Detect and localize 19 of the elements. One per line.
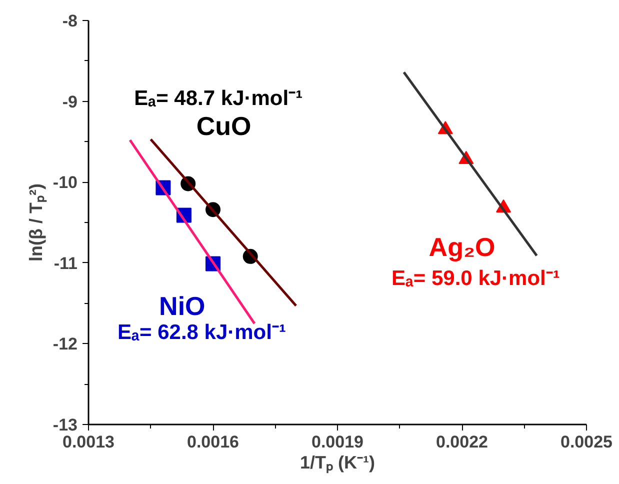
x-tick-label: 0.0016: [187, 432, 239, 452]
y-tick-label: -9: [62, 92, 78, 112]
y-tick-label: -13: [52, 416, 78, 434]
y-tick-label: -10: [52, 173, 78, 192]
y-axis-title: ln(β / Tₚ²): [26, 184, 47, 262]
annotation: Eₐ= 48.7 kJ·mol⁻¹: [134, 86, 303, 110]
x-tick-label: 0.0022: [436, 432, 488, 452]
series-label: NiO: [159, 291, 206, 322]
y-tick-label: -11: [54, 254, 78, 273]
y-tick-label: -8: [62, 12, 78, 30]
x-tick-label: 0.0019: [312, 432, 364, 452]
series-label: Ag₂O: [428, 232, 496, 262]
series-label: CuO: [196, 110, 252, 141]
y-tick-label: -12: [52, 334, 78, 354]
annotation: Eₐ= 62.8 kJ·mol⁻¹: [118, 321, 286, 344]
x-tick-label: 0.0013: [62, 432, 114, 452]
x-tick-label: 0.0025: [560, 432, 612, 452]
x-axis-title: 1/Tₚ (K⁻¹): [300, 452, 376, 474]
annotation: Eₐ= 59.0 kJ·mol⁻¹: [391, 266, 560, 290]
